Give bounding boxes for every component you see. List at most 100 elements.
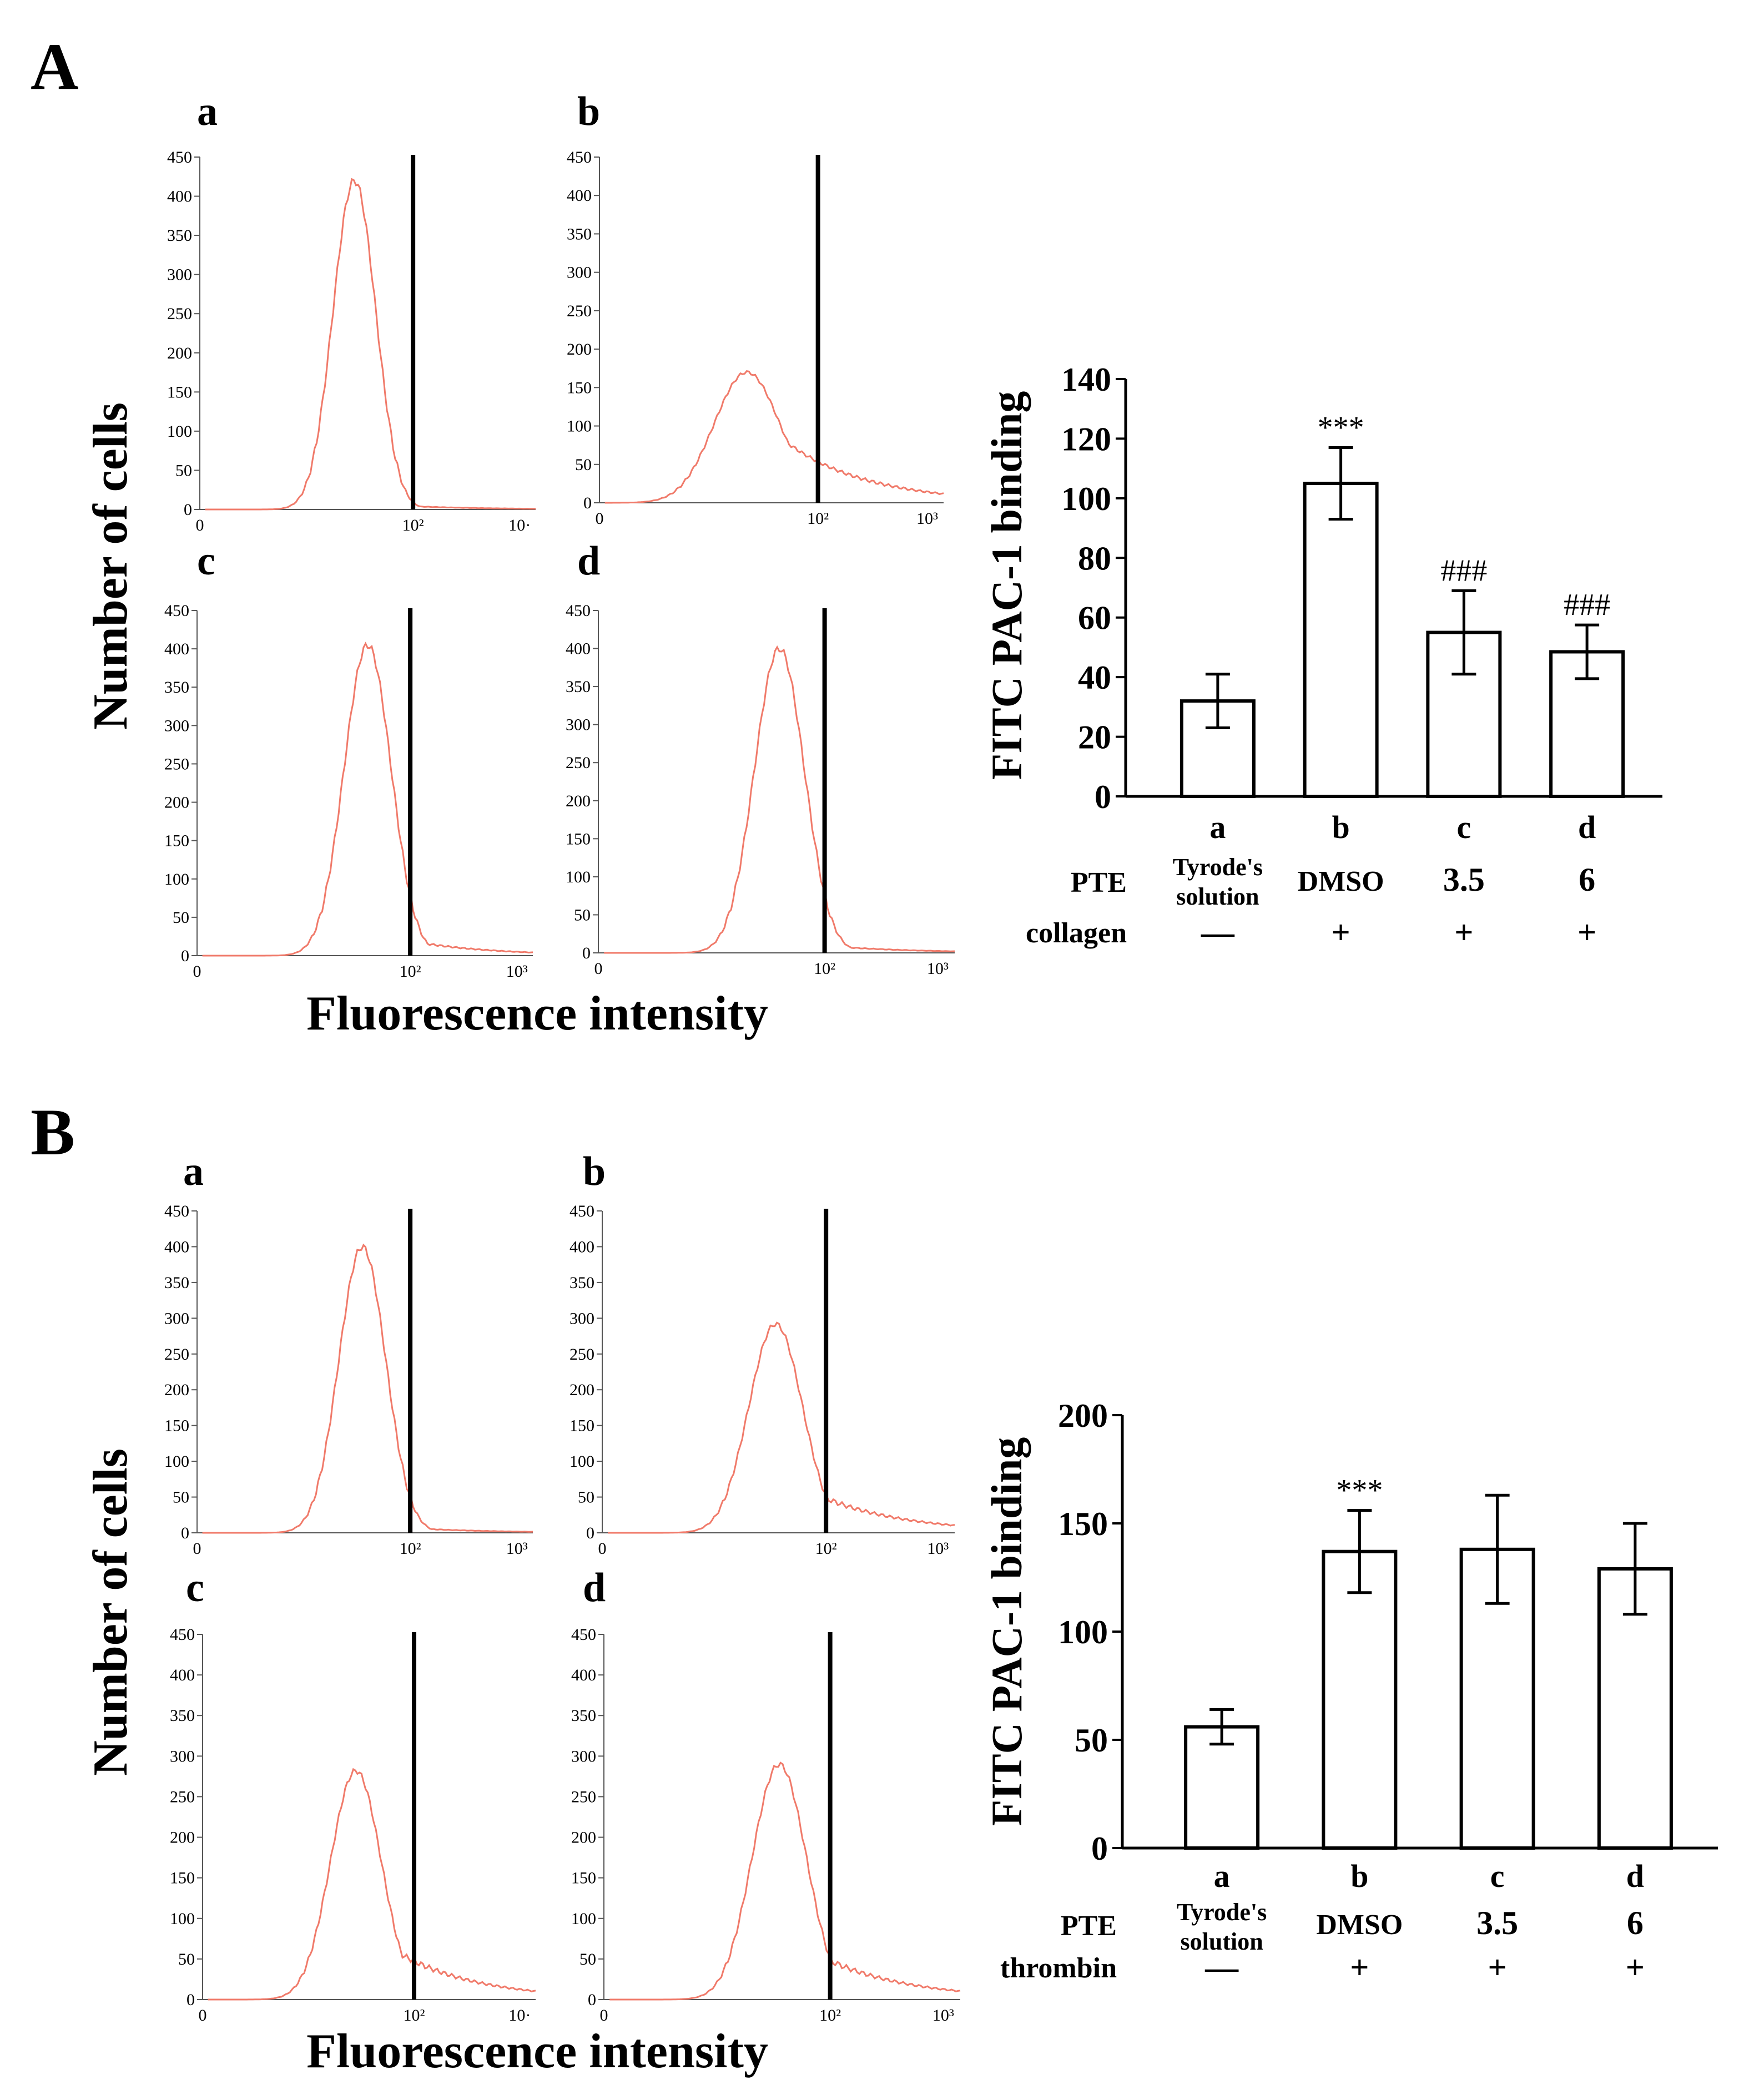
histogram-b-y-tick-label: 200 — [567, 340, 592, 359]
histogram-c-y-tick-label: 0 — [187, 1991, 195, 2009]
histogram-a-y-tick-label: 100 — [164, 1452, 189, 1471]
histogram-c-y-tick-label: 400 — [164, 640, 189, 658]
histogram-b-y-tick-label: 50 — [578, 1488, 594, 1507]
histogram-b-y-tick-label: 450 — [569, 1202, 594, 1220]
bar-chart-y-tick-label: 100 — [1061, 481, 1111, 517]
bar-chart-y-tick-label: 0 — [1095, 779, 1111, 815]
pte-value-a-line2: solution — [1181, 1928, 1263, 1955]
bar-chart-ylabel: FITC PAC-1 binding — [982, 391, 1031, 780]
histogram-b-x-tick-label: 10³ — [916, 509, 938, 528]
category-label-c: c — [1490, 1858, 1505, 1894]
histogram-c-x-tick-label: 10³ — [506, 962, 528, 981]
bar-b — [1322, 1549, 1398, 1850]
pte-value-a: Tyrode's — [1173, 854, 1263, 881]
histogram-b-label: b — [577, 89, 600, 134]
histogram-d-x-tick-label: 0 — [594, 960, 603, 978]
agonist-value-c: + — [1454, 914, 1473, 951]
pte-value-a: Tyrode's — [1177, 1899, 1267, 1926]
histogram-d-y-tick-label: 50 — [579, 1950, 596, 1968]
histogram-c-x-tick-label: 10² — [400, 962, 421, 981]
category-label-c: c — [1457, 809, 1471, 845]
histogram-d-y-tick-label: 250 — [571, 1788, 596, 1806]
bar-chart-a: FITC PAC-1 binding 0 20 40 60 80 100 120 140 a Tyr… — [982, 361, 1662, 951]
histogram-c-y-tick-label: 300 — [170, 1747, 195, 1765]
histogram-d: d 0 50 100 150 200 250 300 350 400 450 0 10² 10³ — [566, 538, 955, 978]
significance-b: *** — [1336, 1473, 1383, 1508]
agonist-value-b: + — [1350, 1949, 1369, 1986]
pte-value-c: 3.5 — [1443, 861, 1485, 898]
pte-value-b: DMSO — [1298, 866, 1384, 897]
pte-value-d: 6 — [1627, 1905, 1644, 1941]
histogram-a-label: a — [197, 89, 218, 134]
agonist-row-label: thrombin — [1000, 1952, 1117, 1984]
histogram-a-y-tick-label: 100 — [167, 422, 192, 441]
histogram-a-y-tick-label: 50 — [175, 461, 192, 479]
histogram-c: c 0 50 100 150 200 250 300 350 400 450 0 10² 10³ — [164, 538, 533, 981]
histogram-a-y-tick-label: 400 — [164, 1238, 189, 1256]
histogram-d-y-tick-label: 150 — [571, 1869, 596, 1887]
histogram-a-x-tick-label: 10· — [508, 516, 531, 534]
histogram-d-y-tick-label: 350 — [566, 678, 591, 696]
histogram-b-x-tick-label: 0 — [598, 1539, 607, 1558]
histogram-b-y-tick-label: 250 — [569, 1345, 594, 1364]
histogram-a-y-tick-label: 250 — [164, 1345, 189, 1364]
histogram-c-x-tick-label: 0 — [199, 2006, 207, 2025]
panel-a-hist-ylabel: Number of cells — [84, 402, 138, 730]
agonist-value-a: — — [1204, 1949, 1239, 1986]
histogram-b-x-tick-label: 10² — [815, 1539, 837, 1558]
histogram-b-y-tick-label: 150 — [569, 1417, 594, 1435]
histogram-c: c 0 50 100 150 200 250 300 350 400 450 0 10² 10· — [170, 1565, 536, 2025]
histogram-b-y-tick-label: 200 — [569, 1381, 594, 1399]
histogram-d-y-tick-label: 50 — [574, 906, 591, 924]
histogram-b-x-tick-label: 10² — [807, 509, 829, 528]
histogram-d-y-tick-label: 400 — [566, 640, 591, 658]
pte-value-d: 6 — [1579, 861, 1595, 898]
histogram-d-y-tick-label: 450 — [571, 1626, 596, 1644]
histogram-c-curve — [202, 642, 533, 957]
histogram-b-y-tick-label: 300 — [567, 264, 592, 282]
histogram-b: b 0 50 100 150 200 250 300 350 400 450 0 10² 10³ — [569, 1149, 955, 1558]
histogram-a-curve — [202, 1243, 533, 1534]
histogram-b-y-tick-label: 400 — [567, 186, 592, 205]
histogram-d-y-tick-label: 400 — [571, 1666, 596, 1684]
agonist-value-c: + — [1488, 1949, 1507, 1986]
histogram-b-x-tick-label: 10³ — [927, 1539, 949, 1558]
agonist-value-b: + — [1332, 914, 1350, 951]
agonist-value-a: — — [1201, 914, 1235, 951]
histogram-d-curve — [609, 1761, 961, 2001]
bar-chart-y-tick-label: 150 — [1058, 1506, 1108, 1542]
histogram-b-y-tick-label: 350 — [567, 225, 592, 243]
histogram-c-y-tick-label: 50 — [178, 1950, 195, 1968]
histogram-b-y-tick-label: 150 — [567, 378, 592, 397]
histogram-b-label: b — [583, 1149, 606, 1194]
histogram-a-x-tick-label: 10² — [402, 516, 424, 534]
histogram-c-y-tick-label: 450 — [164, 602, 189, 620]
histogram-b-x-tick-label: 0 — [596, 509, 604, 528]
significance-b: *** — [1318, 411, 1364, 445]
histogram-c-label: c — [197, 538, 215, 584]
histogram-a-y-tick-label: 0 — [184, 501, 192, 519]
histogram-c-label: c — [186, 1565, 204, 1611]
histogram-d-y-tick-label: 450 — [566, 602, 591, 620]
category-label-a: a — [1214, 1858, 1230, 1894]
bar-chart-y-tick-label: 200 — [1058, 1397, 1108, 1434]
histogram-c-y-tick-label: 0 — [181, 947, 189, 965]
panel-b-label: B — [31, 1095, 75, 1169]
histogram-a-curve — [205, 178, 536, 511]
histogram-b-y-tick-label: 0 — [583, 494, 592, 512]
panel-a: A Number of cells Fluorescence intensity — [31, 29, 768, 1041]
histogram-a-y-tick-label: 150 — [167, 383, 192, 401]
histogram-d-x-tick-label: 10³ — [927, 960, 949, 978]
histogram-d-x-tick-label: 10² — [814, 960, 835, 978]
histogram-d-y-tick-label: 300 — [566, 716, 591, 734]
histogram-d-y-tick-label: 100 — [571, 1910, 596, 1928]
category-label-d: d — [1578, 809, 1596, 845]
histogram-b-y-tick-label: 250 — [567, 302, 592, 320]
histogram-a-y-tick-label: 450 — [164, 1202, 189, 1220]
histogram-c-x-tick-label: 10² — [403, 2006, 425, 2025]
histogram-d-y-tick-label: 300 — [571, 1747, 596, 1765]
histogram-a-y-tick-label: 350 — [164, 1274, 189, 1292]
histogram-d-y-tick-label: 0 — [588, 1991, 596, 2009]
histogram-d-y-tick-label: 100 — [566, 868, 591, 886]
histogram-b-y-tick-label: 350 — [569, 1274, 594, 1292]
